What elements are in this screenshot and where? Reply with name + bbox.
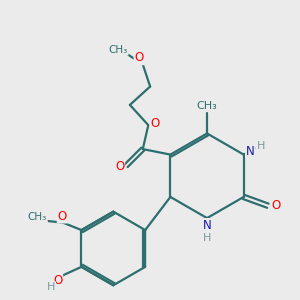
Text: CH₃: CH₃ (28, 212, 47, 222)
Text: CH₃: CH₃ (197, 101, 218, 111)
Text: N: N (246, 145, 255, 158)
Text: CH₃: CH₃ (109, 45, 128, 55)
Text: H: H (257, 141, 265, 151)
Text: O: O (272, 199, 280, 212)
Text: O: O (150, 117, 160, 130)
Text: O: O (134, 51, 144, 64)
Text: O: O (115, 160, 124, 173)
Text: H: H (203, 232, 211, 243)
Text: N: N (203, 219, 212, 232)
Text: O: O (58, 210, 67, 223)
Text: O: O (53, 274, 62, 287)
Text: H: H (47, 282, 55, 292)
